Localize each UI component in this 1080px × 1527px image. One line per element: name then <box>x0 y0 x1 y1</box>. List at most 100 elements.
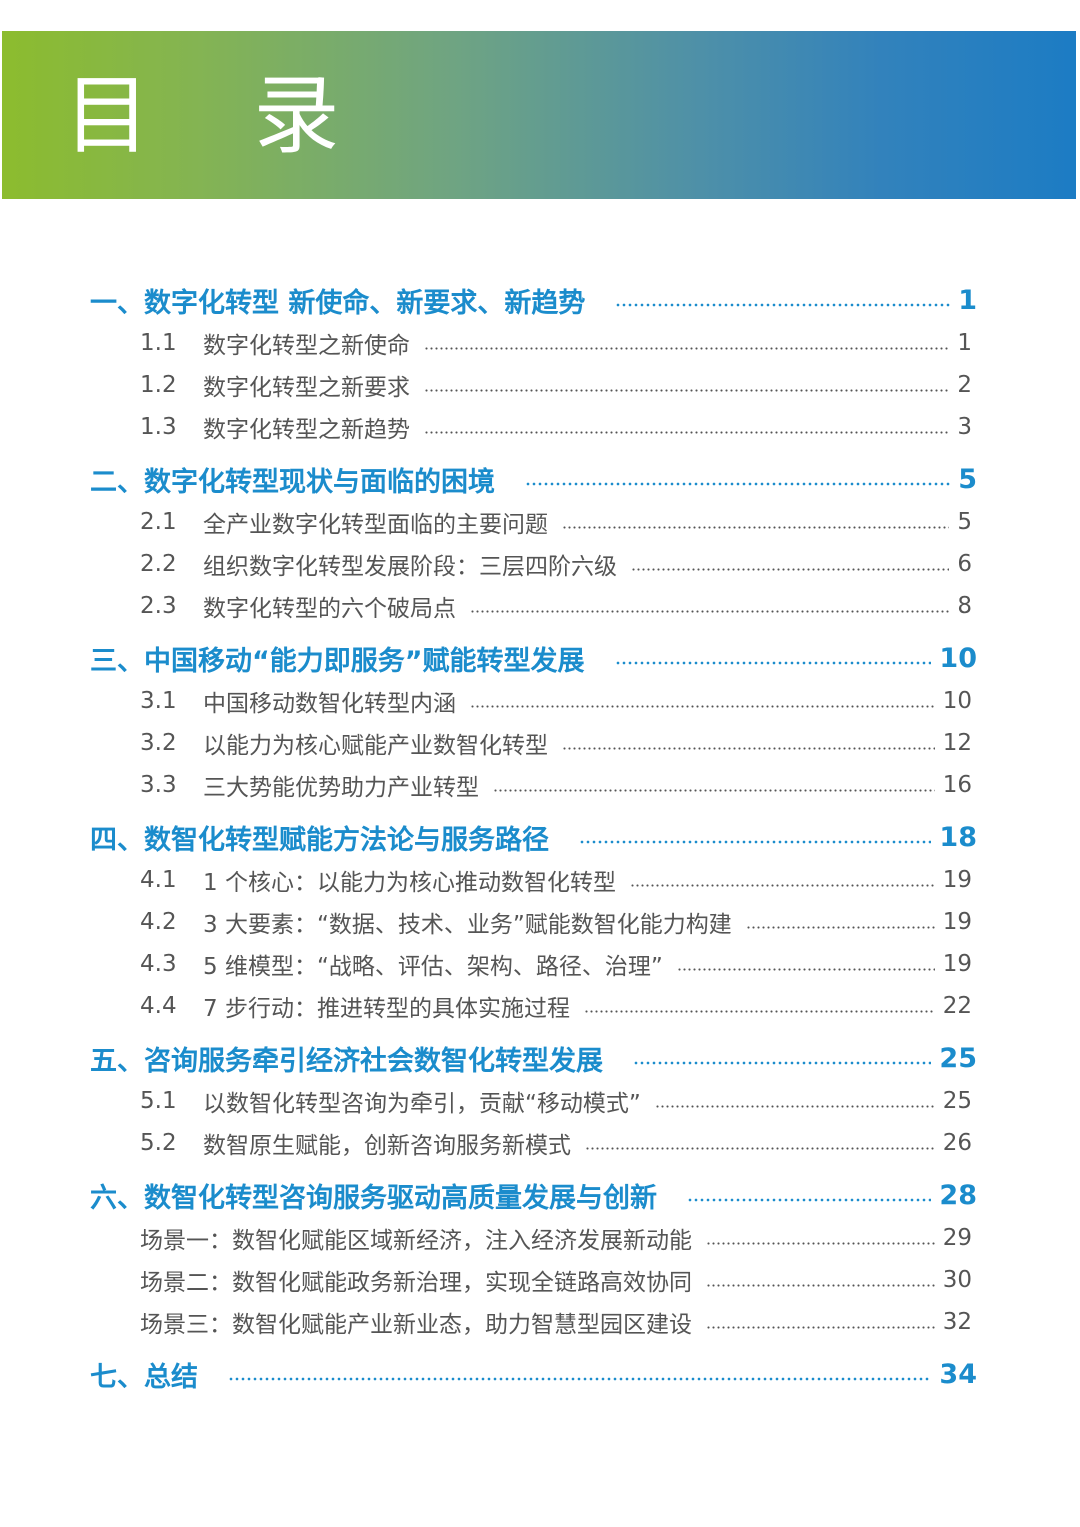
dot-leader <box>615 303 951 307</box>
section-title: 数字化转型的六个破局点 <box>203 596 456 622</box>
dot-leader <box>745 925 935 929</box>
chapter-page: 34 <box>939 1358 977 1390</box>
dot-leader <box>470 609 950 613</box>
toc-section[interactable]: 4.4 7 步行动：推进转型的具体实施过程 22 <box>0 985 972 1027</box>
section-page: 32 <box>942 1309 972 1335</box>
page-title: 目 录 <box>64 66 378 166</box>
section-title: 以数智化转型咨询为牵引，贡献“移动模式” <box>203 1091 641 1117</box>
section-number: 4.2 <box>140 909 177 935</box>
chapter-page: 5 <box>958 463 977 495</box>
dot-leader <box>585 1146 935 1150</box>
header-banner <box>2 31 1076 199</box>
dot-leader <box>614 661 932 665</box>
section-title: 数字化转型之新要求 <box>203 375 410 401</box>
section-title: 数字化转型之新趋势 <box>203 417 410 443</box>
section-title: 三大势能优势助力产业转型 <box>203 775 479 801</box>
section-page: 5 <box>957 509 972 535</box>
dot-leader <box>470 704 935 708</box>
toc-section[interactable]: 3.3 三大势能优势助力产业转型 16 <box>0 764 972 806</box>
toc-section[interactable]: 3.2 以能力为核心赋能产业数智化转型 12 <box>0 722 972 764</box>
toc-section[interactable]: 4.3 5 维模型：“战略、评估、架构、路径、治理” 19 <box>0 943 972 985</box>
dot-leader <box>629 883 935 887</box>
toc-section[interactable]: 2.1 全产业数字化转型面临的主要问题 5 <box>0 501 972 543</box>
toc-section[interactable]: 2.2 组织数字化转型发展阶段：三层四阶六级 6 <box>0 543 972 585</box>
section-page: 10 <box>942 688 972 714</box>
section-title: 7 步行动：推进转型的具体实施过程 <box>203 996 570 1022</box>
chapter-page: 10 <box>939 642 977 674</box>
dot-leader <box>562 746 935 750</box>
dot-leader <box>228 1377 932 1381</box>
section-page: 26 <box>942 1130 972 1156</box>
section-number: 1.3 <box>140 414 177 440</box>
dot-leader <box>676 967 935 971</box>
dot-leader <box>424 346 950 350</box>
section-page: 3 <box>957 414 972 440</box>
dot-leader <box>706 1325 935 1329</box>
section-title: 以能力为核心赋能产业数智化转型 <box>203 733 548 759</box>
section-title: 5 维模型：“战略、评估、架构、路径、治理” <box>203 954 663 980</box>
dot-leader <box>583 1009 935 1013</box>
section-title: 3 大要素：“数据、技术、业务”赋能数智化能力构建 <box>203 912 732 938</box>
section-number: 3.3 <box>140 772 177 798</box>
dot-leader <box>633 1061 932 1065</box>
section-page: 19 <box>942 867 972 893</box>
toc-section[interactable]: 3.1 中国移动数智化转型内涵 10 <box>0 680 972 722</box>
section-page: 12 <box>942 730 972 756</box>
dot-leader <box>687 1198 932 1202</box>
chapter-title: 二、数字化转型现状与面临的困境 <box>90 466 495 498</box>
toc-section[interactable]: 1.2 数字化转型之新要求 2 <box>0 364 972 406</box>
section-number: 3.2 <box>140 730 177 756</box>
toc-chapter[interactable]: 五、咨询服务牵引经济社会数智化转型发展 25 <box>0 1036 977 1080</box>
dot-leader <box>493 788 935 792</box>
section-title: 1 个核心：以能力为核心推动数智化转型 <box>203 870 616 896</box>
toc-section[interactable]: 1.3 数字化转型之新趋势 3 <box>0 406 972 448</box>
toc-section[interactable]: 4.2 3 大要素：“数据、技术、业务”赋能数智化能力构建 19 <box>0 901 972 943</box>
toc-chapter[interactable]: 二、数字化转型现状与面临的困境 5 <box>0 457 977 501</box>
toc-chapter[interactable]: 七、总结 34 <box>0 1352 977 1396</box>
section-page: 6 <box>957 551 972 577</box>
toc-section[interactable]: 2.3 数字化转型的六个破局点 8 <box>0 585 972 627</box>
toc-section[interactable]: 4.1 1 个核心：以能力为核心推动数智化转型 19 <box>0 859 972 901</box>
toc-chapter[interactable]: 一、数字化转型 新使命、新要求、新趋势 1 <box>0 278 977 322</box>
toc-chapter[interactable]: 四、数智化转型赋能方法论与服务路径 18 <box>0 815 977 859</box>
section-title: 场景二：数智化赋能政务新治理，实现全链路高效协同 <box>140 1270 692 1296</box>
toc-chapter[interactable]: 三、中国移动“能力即服务”赋能转型发展 10 <box>0 636 977 680</box>
dot-leader <box>424 430 950 434</box>
dot-leader <box>579 840 932 844</box>
chapter-title: 六、数智化转型咨询服务驱动高质量发展与创新 <box>90 1182 657 1214</box>
section-number: 5.1 <box>140 1088 177 1114</box>
chapter-title: 三、中国移动“能力即服务”赋能转型发展 <box>90 645 585 677</box>
toc-section[interactable]: 场景一：数智化赋能区域新经济，注入经济发展新动能 29 <box>0 1217 972 1259</box>
dot-leader <box>562 525 950 529</box>
dot-leader <box>525 482 951 486</box>
toc-section[interactable]: 1.1 数字化转型之新使命 1 <box>0 322 972 364</box>
section-title: 全产业数字化转型面临的主要问题 <box>203 512 548 538</box>
chapter-page: 25 <box>939 1042 977 1074</box>
toc-chapter[interactable]: 六、数智化转型咨询服务驱动高质量发展与创新 28 <box>0 1173 977 1217</box>
section-title: 场景三：数智化赋能产业新业态，助力智慧型园区建设 <box>140 1312 692 1338</box>
section-title: 数字化转型之新使命 <box>203 333 410 359</box>
section-number: 1.2 <box>140 372 177 398</box>
dot-leader <box>424 388 950 392</box>
section-title: 组织数字化转型发展阶段：三层四阶六级 <box>203 554 617 580</box>
toc-section[interactable]: 场景三：数智化赋能产业新业态，助力智慧型园区建设 32 <box>0 1301 972 1343</box>
dot-leader <box>706 1241 935 1245</box>
section-title: 场景一：数智化赋能区域新经济，注入经济发展新动能 <box>140 1228 692 1254</box>
toc-section[interactable]: 5.1 以数智化转型咨询为牵引，贡献“移动模式” 25 <box>0 1080 972 1122</box>
chapter-title: 五、咨询服务牵引经济社会数智化转型发展 <box>90 1045 603 1077</box>
section-number: 4.3 <box>140 951 177 977</box>
toc-section[interactable]: 场景二：数智化赋能政务新治理，实现全链路高效协同 30 <box>0 1259 972 1301</box>
section-number: 1.1 <box>140 330 177 356</box>
toc-section[interactable]: 5.2 数智原生赋能，创新咨询服务新模式 26 <box>0 1122 972 1164</box>
section-page: 30 <box>942 1267 972 1293</box>
table-of-contents: 一、数字化转型 新使命、新要求、新趋势 1 1.1 数字化转型之新使命 1 1.2 数字化转… <box>0 278 1080 1396</box>
section-page: 19 <box>942 909 972 935</box>
section-title: 中国移动数智化转型内涵 <box>203 691 456 717</box>
chapter-page: 28 <box>939 1179 977 1211</box>
section-number: 3.1 <box>140 688 177 714</box>
section-number: 2.3 <box>140 593 177 619</box>
section-number: 2.1 <box>140 509 177 535</box>
chapter-title: 一、数字化转型 新使命、新要求、新趋势 <box>90 287 586 319</box>
section-page: 22 <box>942 993 972 1019</box>
section-page: 25 <box>942 1088 972 1114</box>
